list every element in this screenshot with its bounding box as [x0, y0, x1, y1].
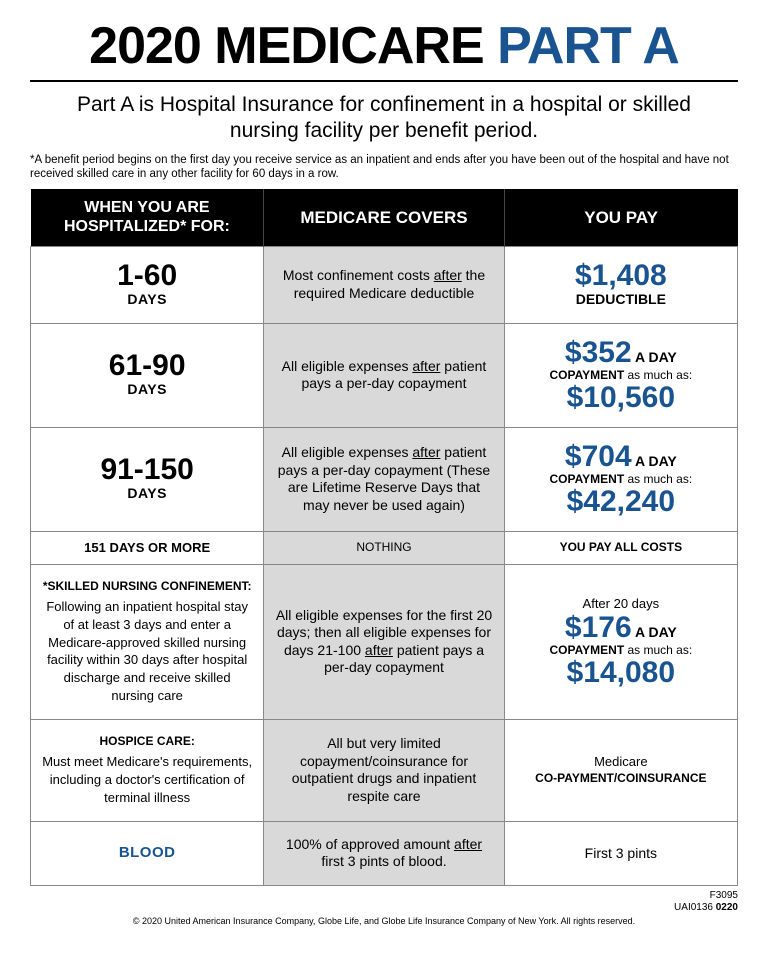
cell-covers: 100% of approved amount after first 3 pi… — [264, 821, 504, 885]
header-covers: MEDICARE COVERS — [264, 189, 504, 246]
category-title: BLOOD — [119, 844, 176, 861]
cell-covers: Most confinement costs after the require… — [264, 247, 504, 324]
subtitle: Part A is Hospital Insurance for confine… — [30, 92, 738, 145]
cell-pay: YOU PAY ALL COSTS — [504, 531, 737, 564]
table-row: 91-150 DAYS All eligible expenses after … — [31, 427, 738, 531]
table-row: 61-90 DAYS All eligible expenses after p… — [31, 323, 738, 427]
cell-category: BLOOD — [31, 821, 264, 885]
coverage-table: WHEN YOU ARE HOSPITALIZED* FOR: MEDICARE… — [30, 189, 738, 886]
cell-pay: $1,408 DEDUCTIBLE — [504, 247, 737, 324]
header-when: WHEN YOU ARE HOSPITALIZED* FOR: — [31, 189, 264, 246]
cell-category: HOSPICE CARE: Must meet Medicare's requi… — [31, 720, 264, 822]
amount-total: $14,080 — [515, 658, 727, 688]
cell-category: *SKILLED NURSING CONFINEMENT: Following … — [31, 564, 264, 719]
table-row: 1-60 DAYS Most confinement costs after t… — [31, 247, 738, 324]
amount: $1,408 — [515, 261, 727, 291]
cell-pay: Medicare CO-PAYMENT/COINSURANCE — [504, 720, 737, 822]
cell-pay: After 20 days $176 A DAY COPAYMENT as mu… — [504, 564, 737, 719]
amount-total: $42,240 — [515, 487, 727, 517]
title-text-b: PART A — [497, 17, 679, 75]
amount-label: DEDUCTIBLE — [515, 291, 727, 309]
days-label: DAYS — [41, 291, 253, 309]
range-value: 91-150 — [41, 455, 253, 485]
cell-covers: All eligible expenses after patient pays… — [264, 427, 504, 531]
header-youpay: YOU PAY — [504, 189, 737, 246]
category-title: HOSPICE CARE: — [41, 734, 253, 749]
copyright: © 2020 United American Insurance Company… — [30, 916, 738, 926]
cell-range: 61-90 DAYS — [31, 323, 264, 427]
benefit-footnote: *A benefit period begins on the first da… — [30, 153, 738, 182]
amount-total: $10,560 — [515, 383, 727, 413]
category-body: Following an inpatient hospital stay of … — [46, 599, 248, 703]
table-row: BLOOD 100% of approved amount after firs… — [31, 821, 738, 885]
cell-range: 91-150 DAYS — [31, 427, 264, 531]
page-title: 2020 MEDICARE PART A — [30, 20, 738, 72]
cell-pay: First 3 pints — [504, 821, 737, 885]
cell-pay: $704 A DAY COPAYMENT as much as: $42,240 — [504, 427, 737, 531]
cell-range: 1-60 DAYS — [31, 247, 264, 324]
category-body: Must meet Medicare's requirements, inclu… — [42, 754, 252, 805]
cell-pay: $352 A DAY COPAYMENT as much as: $10,560 — [504, 323, 737, 427]
amount: $176 — [565, 611, 632, 644]
title-text-a: 2020 MEDICARE — [89, 17, 497, 75]
cell-range: 151 DAYS OR MORE — [31, 531, 264, 564]
cell-covers: NOTHING — [264, 531, 504, 564]
category-title: *SKILLED NURSING CONFINEMENT: — [41, 579, 253, 594]
range-value: 1-60 — [41, 261, 253, 291]
table-row: *SKILLED NURSING CONFINEMENT: Following … — [31, 564, 738, 719]
amount: $352 — [565, 336, 632, 369]
days-label: DAYS — [41, 381, 253, 399]
cell-covers: All eligible expenses for the first 20 d… — [264, 564, 504, 719]
cell-covers: All eligible expenses after patient pays… — [264, 323, 504, 427]
range-value: 61-90 — [41, 351, 253, 381]
amount: $704 — [565, 440, 632, 473]
days-label: DAYS — [41, 485, 253, 503]
table-row: 151 DAYS OR MORE NOTHING YOU PAY ALL COS… — [31, 531, 738, 564]
table-row: HOSPICE CARE: Must meet Medicare's requi… — [31, 720, 738, 822]
cell-covers: All but very limited copayment/coinsuran… — [264, 720, 504, 822]
form-codes: F3095 UAI0136 0220 — [30, 890, 738, 914]
title-rule — [30, 80, 738, 82]
